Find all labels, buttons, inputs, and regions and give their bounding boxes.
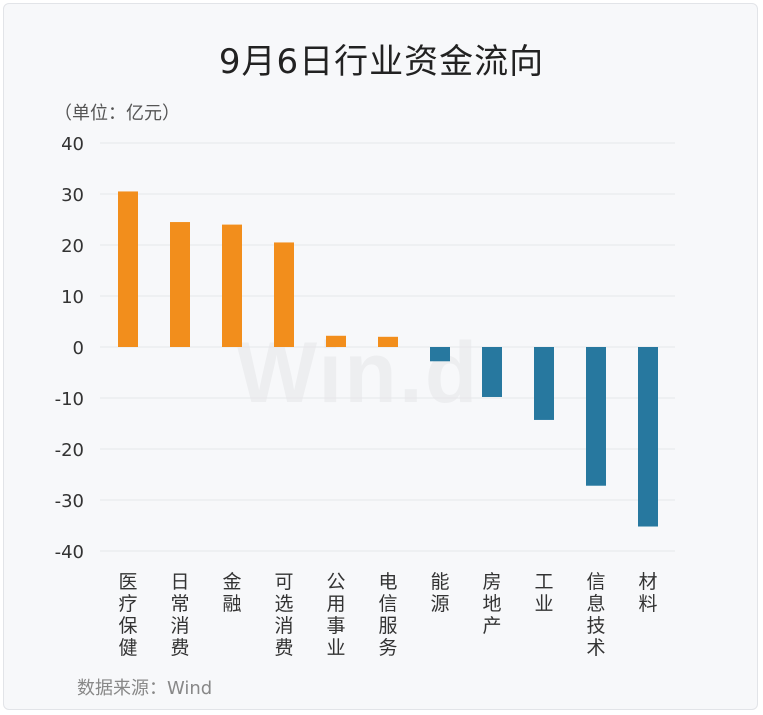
category-label: 能源: [430, 571, 449, 615]
bar: [274, 242, 294, 347]
category-label: 金融: [222, 571, 241, 615]
category-label: 日常消费: [170, 571, 189, 659]
bar: [430, 347, 450, 362]
bar: [534, 347, 554, 420]
category-label: 材料: [638, 571, 657, 615]
y-tick-label: 10: [61, 287, 84, 308]
bar: [170, 222, 190, 347]
category-label: 电信服务: [378, 571, 397, 659]
category-label: 信息技术: [586, 571, 605, 659]
chart-title: 9月6日行业资金流向: [218, 42, 545, 82]
chart-card: 9月6日行业资金流向 （单位：亿元） Win.d 数据来源：Wind: [3, 3, 758, 710]
category-label: 公用事业: [326, 571, 345, 659]
y-tick-label: 20: [61, 236, 84, 257]
bar: [586, 347, 606, 486]
bar: [378, 336, 398, 347]
y-tick-label: -20: [55, 440, 84, 461]
category-label: 医疗保健: [118, 571, 137, 659]
bar: [482, 347, 502, 397]
bar: [118, 191, 138, 347]
bar: [326, 335, 346, 347]
y-tick-label: 40: [61, 134, 84, 155]
unit-label: （单位：亿元）: [54, 103, 180, 124]
y-tick-label: -30: [55, 491, 84, 512]
source-label: 数据来源：Wind: [77, 678, 213, 699]
y-tick-label: 0: [73, 338, 84, 359]
y-tick-label: -10: [55, 389, 84, 410]
category-label: 工业: [534, 571, 553, 615]
category-label: 房地产: [482, 571, 501, 637]
bar: [222, 224, 242, 347]
y-tick-label: -40: [55, 542, 84, 563]
category-label: 可选消费: [274, 571, 293, 659]
y-tick-label: 30: [61, 185, 84, 206]
bar: [638, 347, 658, 527]
